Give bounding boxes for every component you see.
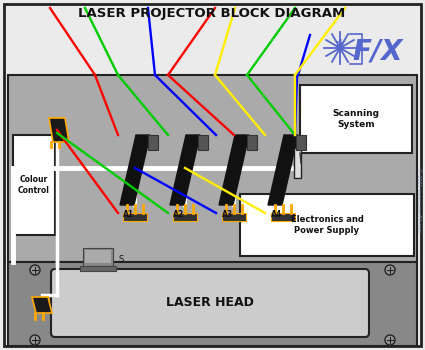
Polygon shape: [247, 135, 257, 150]
Circle shape: [30, 265, 40, 275]
FancyBboxPatch shape: [51, 269, 369, 337]
Polygon shape: [32, 297, 52, 313]
Bar: [222, 213, 246, 221]
Text: LASER HEAD: LASER HEAD: [166, 296, 254, 309]
Polygon shape: [268, 135, 298, 205]
Text: Colour
Control: Colour Control: [18, 175, 50, 195]
Bar: [240, 194, 414, 256]
Polygon shape: [170, 135, 200, 205]
Text: A2: A2: [173, 210, 184, 219]
Polygon shape: [148, 135, 158, 150]
Text: *: *: [335, 38, 345, 57]
Bar: [123, 213, 147, 221]
Bar: [173, 213, 197, 221]
Bar: [271, 213, 295, 221]
Text: Electronics and
Power Supply: Electronics and Power Supply: [291, 215, 363, 236]
Bar: [83, 248, 113, 266]
Bar: [13, 135, 55, 235]
Text: Scanning
System: Scanning System: [332, 108, 380, 130]
Circle shape: [30, 335, 40, 345]
Bar: [8, 262, 417, 346]
Bar: [85, 250, 111, 263]
Text: LASER PROJECTOR BLOCK DIAGRAM: LASER PROJECTOR BLOCK DIAGRAM: [78, 7, 346, 21]
Polygon shape: [296, 135, 306, 150]
Bar: [300, 85, 412, 153]
Circle shape: [385, 265, 395, 275]
Text: © 2001 www.LaserFX.com: © 2001 www.LaserFX.com: [416, 168, 422, 232]
Polygon shape: [219, 135, 249, 205]
Polygon shape: [49, 118, 69, 142]
Text: A3: A3: [222, 210, 234, 219]
Text: A1: A1: [123, 210, 135, 219]
Text: F/X: F/X: [353, 37, 403, 65]
Polygon shape: [120, 135, 150, 205]
Bar: [294, 148, 301, 178]
Text: A4: A4: [272, 210, 283, 219]
Polygon shape: [198, 135, 208, 150]
Bar: [8, 75, 417, 262]
Text: S: S: [119, 256, 124, 265]
Bar: [80, 266, 116, 271]
Circle shape: [385, 335, 395, 345]
